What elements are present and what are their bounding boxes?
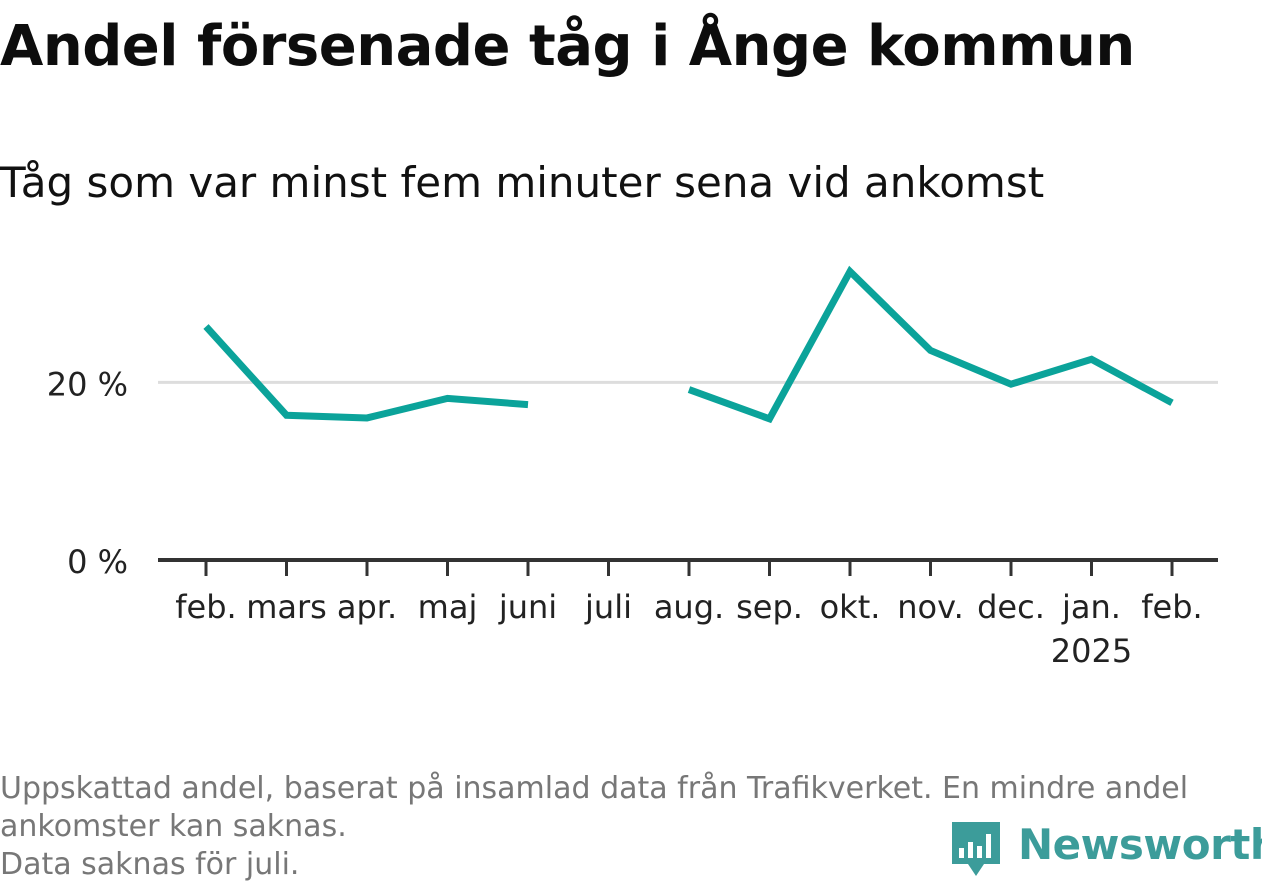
newsworthy-wordmark: Newsworthy bbox=[1018, 820, 1262, 869]
x-axis: feb. mars apr. maj juni juli aug. sep. okt. nov. d… bbox=[158, 558, 1218, 670]
series-line-segment bbox=[687, 265, 1174, 424]
newsworthy-logo: Newsworthy bbox=[950, 818, 1262, 878]
series-line-segment bbox=[203, 324, 529, 422]
x-tick-label: sep. bbox=[736, 588, 803, 626]
chart-title: Andel försenade tåg i Ånge kommun bbox=[0, 14, 1135, 79]
chart-subtitle: Tåg som var minst fem minuter sena vid a… bbox=[0, 158, 1045, 207]
footnote: Uppskattad andel, baserat på insamlad da… bbox=[0, 770, 1250, 884]
x-tick-label: feb. bbox=[175, 588, 236, 626]
x-tick-label: nov. bbox=[897, 588, 963, 626]
series-lines bbox=[203, 265, 1174, 424]
x-tick-label: maj bbox=[418, 588, 478, 626]
y-axis-ticks: 0 % 20 % bbox=[47, 365, 128, 581]
x-tick-label: aug. bbox=[654, 588, 724, 626]
x-tick-label: okt. bbox=[820, 588, 881, 626]
footnote-line-3: Data saknas för juli. bbox=[0, 847, 300, 882]
x-tick-label: mars bbox=[246, 588, 327, 626]
x-tick-label: feb. bbox=[1141, 588, 1202, 626]
x-tick-label: dec. bbox=[977, 588, 1045, 626]
y-tick-label: 0 % bbox=[67, 543, 128, 581]
footnote-line-2: ankomster kan saknas. bbox=[0, 809, 347, 844]
x-tick-label: jan. bbox=[1061, 588, 1121, 626]
footnote-line-1: Uppskattad andel, baserat på insamlad da… bbox=[0, 771, 1189, 806]
x-tick-label: juni bbox=[498, 588, 557, 626]
x-tick-label: apr. bbox=[337, 588, 397, 626]
x-tick-sublabel: 2025 bbox=[1051, 632, 1132, 670]
y-tick-label: 20 % bbox=[47, 365, 128, 403]
x-tick-label: juli bbox=[584, 588, 632, 626]
newsworthy-logo-icon bbox=[952, 822, 1000, 876]
